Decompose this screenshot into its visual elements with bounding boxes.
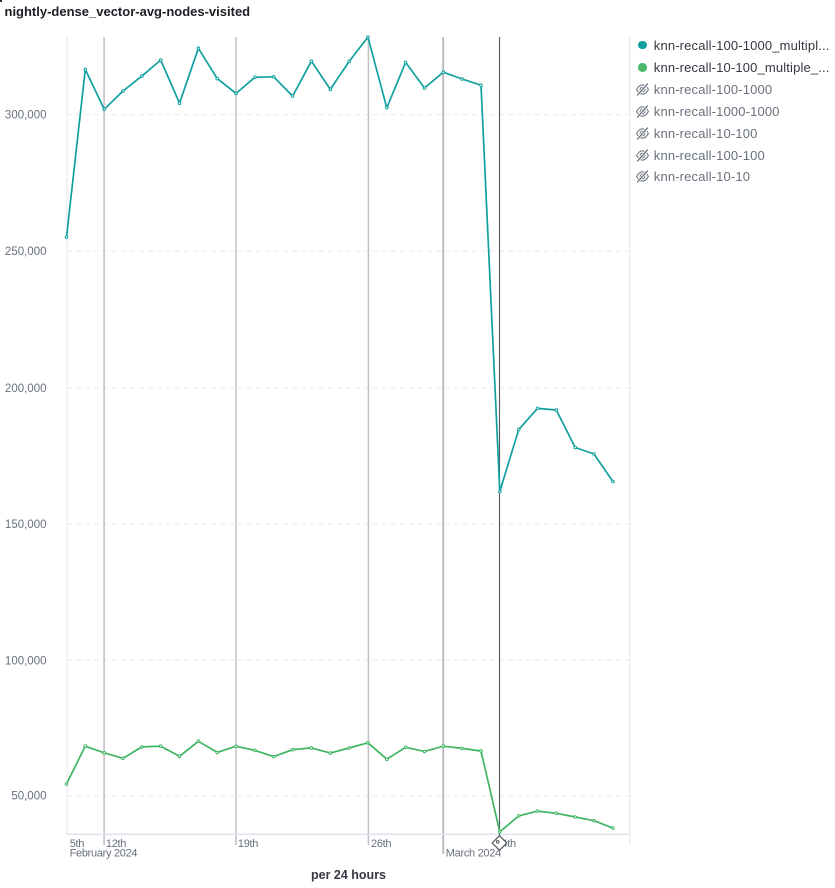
svg-text:5th: 5th xyxy=(70,838,85,850)
svg-text:300,000: 300,000 xyxy=(5,110,47,122)
svg-text:February 2024: February 2024 xyxy=(70,847,138,859)
svg-text:200,000: 200,000 xyxy=(5,383,47,395)
svg-text:12th: 12th xyxy=(106,838,126,850)
svg-text:250,000: 250,000 xyxy=(5,246,47,258)
svg-text:50,000: 50,000 xyxy=(11,791,46,803)
svg-text:100,000: 100,000 xyxy=(5,655,47,667)
svg-text:19th: 19th xyxy=(238,838,258,850)
svg-text:26th: 26th xyxy=(371,838,391,850)
svg-text:March 2024: March 2024 xyxy=(446,847,501,859)
svg-text:150,000: 150,000 xyxy=(5,519,47,531)
